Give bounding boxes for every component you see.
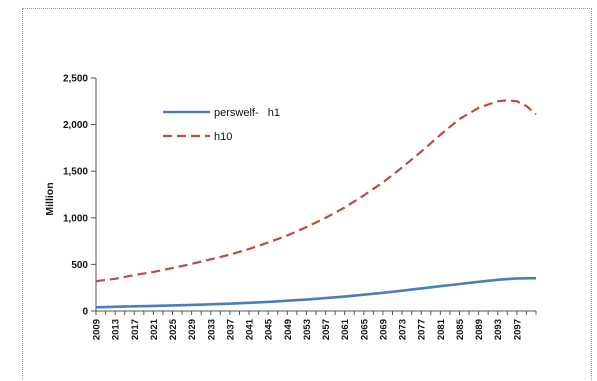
x-tick-label: 2093: [493, 319, 504, 340]
legend-label-h10: h10: [214, 131, 232, 143]
x-tick-label: 2065: [359, 318, 370, 340]
x-tick-label: 2033: [206, 319, 217, 340]
x-tick-label: 2041: [245, 318, 256, 340]
x-tick-label: 2029: [187, 319, 198, 340]
y-axis: 0 500 1,000 1,500 2,000 2,500: [63, 74, 97, 318]
x-tick-label: 2077: [417, 319, 428, 340]
x-tick-label: 2097: [512, 319, 523, 340]
y-tick-label: 0: [82, 307, 88, 318]
x-tick-label: 2089: [474, 319, 485, 340]
x-tick-label: 2085: [455, 318, 466, 340]
y-tick-label: 2,500: [63, 74, 88, 85]
y-tick-label: 1,500: [63, 167, 88, 178]
chart-area-frame: 0 500 1,000 1,500 2,000 2,500 2009 2013 2017 202…: [22, 8, 592, 380]
x-tick-label: 2057: [321, 319, 332, 340]
series-lines: [95, 99, 537, 309]
x-tick-label: 2049: [283, 319, 294, 340]
series-line-perswelf-h1: [95, 276, 537, 309]
x-tick-label: 2045: [264, 318, 275, 340]
y-tick-label: 2,000: [63, 120, 88, 131]
x-tick-label: 2025: [168, 318, 179, 340]
x-tick-label: 2021: [149, 318, 160, 340]
y-axis-title: Million: [44, 182, 56, 215]
x-tick-label: 2081: [436, 318, 447, 340]
x-tick-label: 2073: [398, 319, 409, 340]
x-tick-label: 2017: [130, 319, 141, 340]
line-chart: 0 500 1,000 1,500 2,000 2,500 2009 2013 2017 202…: [44, 74, 537, 340]
legend: perswelf- h1 h10: [163, 107, 280, 143]
x-tick-label: 2009: [92, 319, 103, 340]
legend-label-perswelf-h1: perswelf- h1: [214, 107, 280, 119]
y-tick-label: 500: [71, 260, 88, 271]
series-line-h10: [95, 99, 537, 283]
x-tick-label: 2037: [225, 319, 236, 340]
x-axis: 2009 2013 2017 2021 2025 2029 2033 2037 2041 2045…: [92, 310, 537, 340]
x-tick-label: 2013: [111, 319, 122, 340]
x-tick-label: 2061: [340, 318, 351, 340]
y-tick-label: 1,000: [63, 213, 88, 224]
x-tick-label: 2069: [378, 319, 389, 340]
x-tick-label: 2053: [302, 319, 313, 340]
